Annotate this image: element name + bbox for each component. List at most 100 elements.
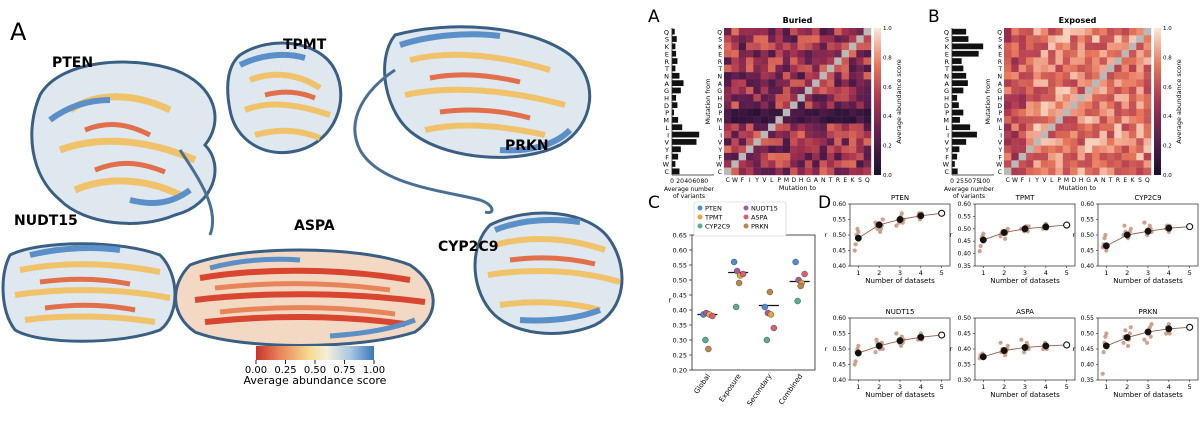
heatmap-cell (1121, 64, 1130, 73)
heatmap-cell (724, 79, 732, 87)
heatmap-cell (856, 123, 864, 132)
subplot-scatter-point (1166, 322, 1171, 327)
heatmap-cell (1128, 145, 1137, 154)
heatmap-cell (841, 57, 850, 65)
heatmap-cell (856, 42, 864, 51)
heatmap-cell (1143, 86, 1152, 95)
heatmap-row-label: F (719, 154, 723, 161)
subplot-mean-point (1000, 229, 1008, 236)
heatmap-ylabel: Mutation from (984, 79, 992, 125)
variant-count-bar (672, 87, 681, 94)
heatmap-cell (812, 94, 820, 102)
heatmap-cell (790, 94, 798, 102)
heatmap-cell (1033, 123, 1041, 132)
heatmap-cell (1004, 167, 1012, 176)
heatmap-cell (1040, 108, 1049, 117)
heatmap-cell (1062, 130, 1071, 139)
variant-count-bar (672, 117, 679, 123)
heatmap-cell (826, 108, 835, 117)
bar-residue-label: P (945, 109, 949, 117)
variant-count-bar (672, 65, 676, 72)
heatmap-cell (1136, 108, 1144, 117)
heatmap-row-label: N (718, 73, 723, 80)
heatmap-cell (1084, 57, 1093, 65)
heatmap-cell (834, 123, 842, 132)
heatmap-cell (856, 108, 864, 117)
heatmap-cell (1055, 138, 1063, 146)
heatmap-cell (1092, 145, 1100, 154)
subplot-scatter-point (1005, 343, 1010, 348)
heatmap-cell (1048, 72, 1056, 80)
subplot-ytick-label: 0.30 (958, 377, 972, 384)
panel-c-legend-marker (743, 214, 749, 220)
heatmap-cell (1077, 42, 1086, 51)
heatmap-cell (1004, 152, 1012, 161)
bar-residue-label: D (944, 102, 949, 110)
heatmap-col-label: I (749, 177, 751, 184)
heatmap-cell (731, 130, 739, 139)
bar-residue-label: R (664, 58, 669, 66)
heatmap-cell (1040, 35, 1049, 43)
heatmap-cell (1121, 86, 1130, 95)
heatmap-cell (760, 50, 769, 58)
heatmap-cell (804, 130, 813, 139)
heatmap-cell (790, 123, 798, 132)
panel-c-legend-label: ASPA (751, 214, 768, 222)
subplot-ytick-label: 0.50 (833, 346, 847, 353)
heatmap-cell (812, 64, 820, 73)
heatmap-cell (775, 145, 783, 154)
panel-c-ytick-label: 0.40 (673, 307, 687, 315)
heatmap-cell (804, 50, 813, 58)
heatmap-cell (834, 116, 842, 124)
variant-count-bar (672, 72, 680, 79)
heatmap-cell (768, 79, 776, 87)
heatmap-cell (1128, 152, 1137, 161)
heatmap-cell (1136, 123, 1144, 132)
heatmap-cell (819, 28, 828, 36)
heatmap-cell (775, 28, 783, 36)
heatmap-cell (1084, 35, 1093, 43)
subplot-ytick-label: 0.35 (958, 263, 972, 270)
subplot-scatter-point (880, 217, 885, 222)
subplot-xtick-label: 4 (1044, 269, 1048, 277)
heatmap-cell (819, 101, 828, 110)
heatmap-cell (1128, 123, 1137, 132)
panel-c-category-label: Global (693, 373, 712, 396)
heatmap-cell (768, 116, 776, 124)
heatmap-cell (804, 57, 813, 65)
heatmap-row-label: S (998, 37, 1002, 44)
heatmap-cell (760, 108, 769, 117)
heatmap-row-label: T (997, 66, 1002, 73)
heatmap-col-label: N (821, 177, 826, 184)
heatmap-cell (1055, 28, 1063, 36)
heatmap-row-label: E (998, 51, 1002, 58)
subplot-prkn: PRKN 0.35 0.40 0.45 0.50 0.55 r 1 2 3 4 5 Number of … (1073, 308, 1199, 399)
heatmap-cell (1004, 145, 1012, 154)
bar-residue-label: C (664, 168, 669, 176)
heatmap-cell (797, 160, 806, 168)
panel-c-ytick-label: 0.55 (673, 262, 687, 270)
heatmap-row-label: I (720, 132, 722, 139)
subplot-ytick-label: 0.50 (1081, 232, 1095, 239)
heatmap-cell (856, 160, 864, 168)
bar-residue-label: S (665, 36, 669, 44)
heatmap-cell (797, 108, 806, 117)
subplot-scatter-point (856, 229, 861, 234)
variant-count-bar (952, 102, 959, 109)
heatmap-cell (753, 72, 761, 80)
heatmap-col-label: Q (865, 177, 870, 184)
heatmap-cell (790, 145, 798, 154)
heatmap-cell (1018, 94, 1027, 102)
subplot-ylabel: r (825, 231, 828, 239)
heatmap-cell (1136, 72, 1144, 80)
heatmap-cell (1106, 72, 1115, 80)
heatmap-cell (724, 50, 732, 58)
subplot-mean-point (1144, 227, 1152, 235)
heatmap-cell (1048, 50, 1056, 58)
heatmap-cell (1143, 64, 1152, 73)
heatmap-cell (760, 57, 769, 65)
heatmap-cell (1099, 79, 1108, 87)
heatmap-cell (760, 79, 769, 87)
heatmap-cell (782, 50, 791, 58)
heatmap-cell (731, 64, 739, 73)
